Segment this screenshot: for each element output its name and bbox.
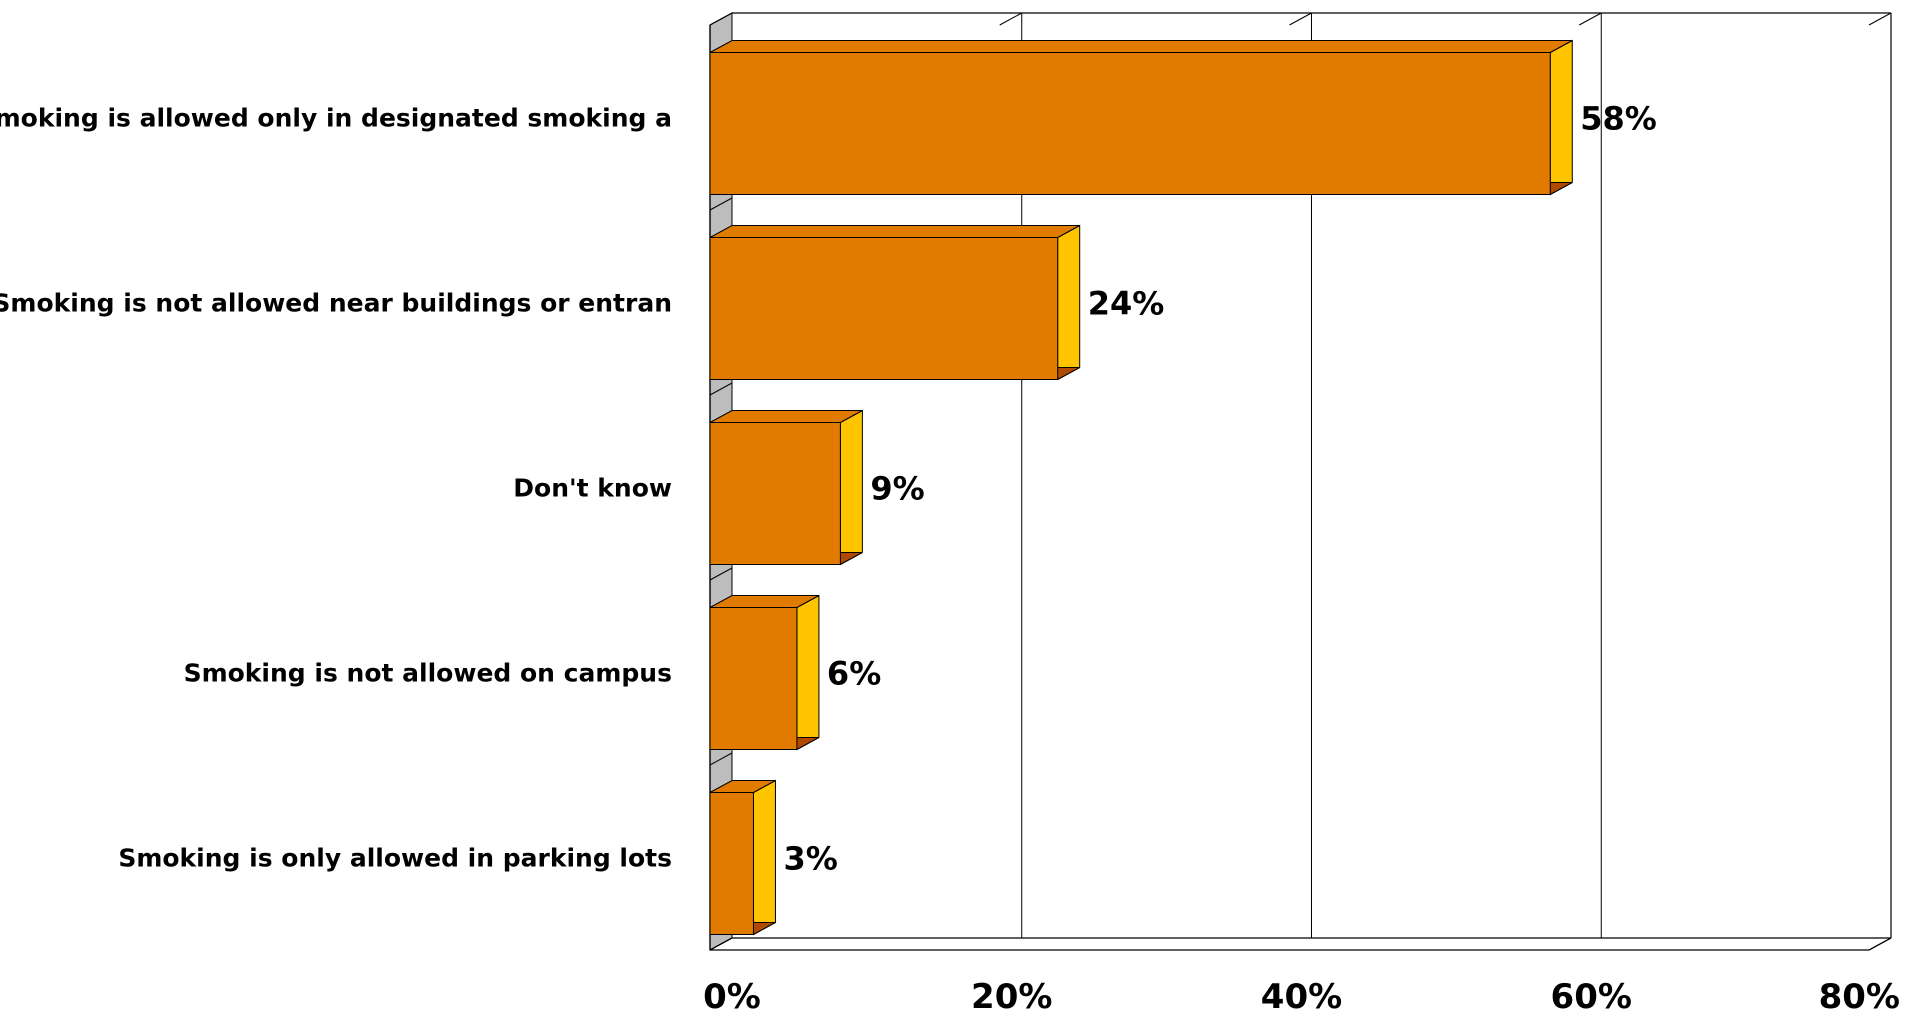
category-label-3: Don't know (513, 474, 672, 503)
bar-front-face (709, 237, 1059, 380)
bar-front-face (709, 607, 798, 750)
bar-front-face (709, 52, 1551, 195)
bar-top-face (709, 595, 820, 608)
bar-top-face (709, 225, 1080, 238)
data-label-4: 6% (827, 655, 881, 693)
bar-5 (709, 779, 776, 936)
bar-front-face (709, 792, 754, 935)
wall-divider (709, 12, 733, 26)
bar-front-face (709, 422, 841, 565)
bar-side-face (1057, 224, 1081, 381)
bar-top-face (709, 780, 776, 793)
x-tick-label-40: 40% (1261, 977, 1342, 1017)
gridline-top-connector-40 (1289, 12, 1312, 26)
category-label-2: Smoking is not allowed near buildings or… (0, 289, 672, 318)
bar-top-face (709, 40, 1573, 53)
x-tick-label-20: 20% (971, 977, 1052, 1017)
wall-divider (709, 382, 733, 396)
data-label-5: 3% (783, 840, 837, 878)
bar-top-face (709, 410, 863, 423)
data-label-2: 24% (1088, 285, 1165, 323)
bar-side-face (839, 409, 863, 566)
bar-4 (709, 594, 820, 751)
wall-divider (709, 567, 733, 581)
x-tick-label-60: 60% (1551, 977, 1632, 1017)
gridline-top-connector-80 (1868, 12, 1892, 26)
category-label-5: Smoking is only allowed in parking lots (118, 844, 672, 873)
data-label-3: 9% (870, 470, 924, 508)
chart-floor (709, 937, 1892, 951)
wall-divider (709, 197, 733, 211)
gridline-top-connector-20 (999, 12, 1022, 26)
data-label-1: 58% (1580, 100, 1657, 138)
bar-2 (709, 224, 1081, 381)
bar-side-face (752, 779, 776, 936)
gridline-top-connector-60 (1579, 12, 1602, 26)
x-tick-label-0: 0% (703, 977, 761, 1017)
x-tick-label-80: 80% (1819, 977, 1900, 1017)
wall-divider (709, 752, 733, 766)
bar-side-face (796, 594, 820, 751)
bar-3 (709, 409, 863, 566)
category-label-1: Smoking is allowed only in designated sm… (0, 104, 672, 133)
category-label-4: Smoking is not allowed on campus (184, 659, 672, 688)
bar-1 (709, 39, 1573, 196)
bar-side-face (1549, 39, 1573, 196)
